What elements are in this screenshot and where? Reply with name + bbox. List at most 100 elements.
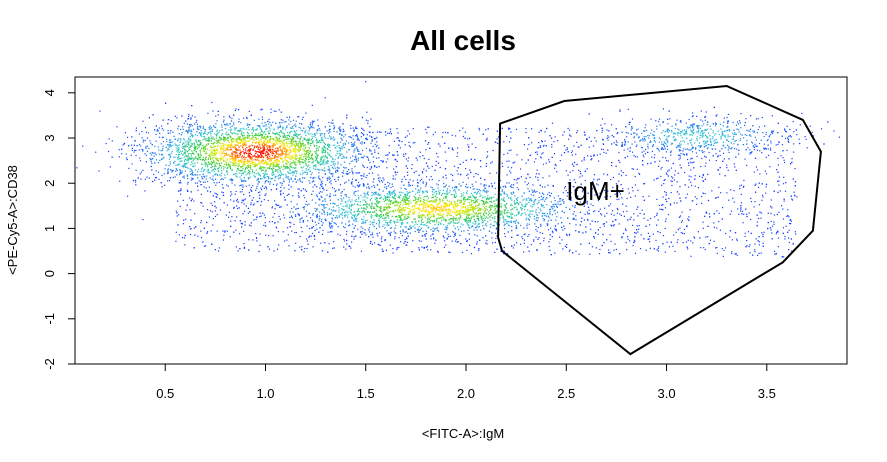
- data-point: [652, 233, 654, 235]
- data-point: [224, 231, 226, 233]
- data-point: [316, 228, 318, 230]
- data-point: [696, 136, 698, 138]
- data-point: [739, 133, 742, 135]
- data-point: [464, 211, 466, 213]
- data-point: [365, 119, 367, 121]
- data-point: [575, 219, 577, 221]
- data-point: [341, 208, 343, 210]
- data-point: [259, 174, 261, 176]
- data-point: [265, 170, 267, 172]
- data-point: [348, 197, 350, 199]
- data-point: [393, 222, 396, 224]
- data-point: [269, 221, 271, 223]
- data-point: [465, 216, 467, 218]
- data-point: [533, 203, 536, 205]
- data-point: [301, 161, 303, 163]
- data-point: [315, 164, 317, 166]
- data-point: [478, 209, 480, 211]
- data-point: [282, 144, 284, 146]
- data-point: [333, 194, 335, 196]
- data-point: [274, 133, 276, 135]
- data-point: [762, 196, 764, 198]
- data-point: [215, 151, 217, 154]
- data-point: [728, 140, 730, 142]
- data-point: [699, 132, 702, 134]
- data-point: [363, 185, 365, 187]
- data-point: [791, 250, 793, 252]
- data-point: [425, 233, 428, 235]
- data-point: [507, 224, 510, 226]
- data-point: [223, 137, 225, 139]
- data-point: [554, 200, 556, 202]
- data-point: [542, 163, 545, 165]
- data-point: [437, 224, 440, 226]
- data-point: [431, 233, 433, 236]
- data-point: [226, 163, 228, 165]
- data-point: [533, 161, 536, 163]
- data-point: [696, 115, 698, 117]
- data-point: [711, 143, 713, 145]
- data-point: [695, 148, 697, 150]
- data-point: [447, 233, 449, 235]
- data-point: [385, 154, 387, 156]
- data-point: [564, 245, 566, 247]
- data-point: [306, 173, 308, 175]
- data-point: [376, 213, 378, 215]
- data-point: [236, 198, 238, 200]
- data-point: [379, 201, 381, 203]
- data-point: [180, 157, 183, 159]
- data-point: [457, 213, 459, 215]
- data-point: [414, 204, 416, 206]
- data-point: [255, 233, 257, 235]
- data-point: [312, 214, 314, 216]
- data-point: [444, 151, 446, 153]
- data-point: [557, 195, 559, 197]
- data-point: [789, 222, 791, 225]
- data-point: [438, 213, 440, 215]
- data-point: [338, 207, 340, 209]
- data-point: [301, 158, 303, 160]
- data-point: [266, 147, 268, 149]
- data-point: [465, 238, 467, 240]
- data-point: [326, 157, 328, 160]
- data-point: [547, 220, 549, 222]
- data-point: [214, 215, 216, 218]
- data-point: [251, 169, 254, 171]
- data-point: [466, 249, 468, 251]
- data-point: [408, 205, 410, 207]
- data-point: [203, 186, 205, 188]
- data-point: [392, 210, 394, 212]
- data-point: [301, 145, 303, 147]
- data-point: [469, 204, 471, 206]
- data-point: [316, 138, 318, 141]
- data-point: [421, 214, 423, 216]
- data-point: [241, 169, 244, 171]
- data-point: [314, 229, 316, 232]
- data-point: [731, 251, 733, 253]
- data-point: [274, 170, 277, 172]
- data-point: [397, 221, 399, 223]
- data-point: [396, 128, 398, 130]
- data-point: [787, 209, 789, 211]
- data-point: [377, 243, 379, 245]
- data-point: [540, 157, 542, 159]
- data-point: [258, 138, 260, 140]
- data-point: [337, 233, 339, 235]
- data-point: [292, 195, 294, 197]
- data-point: [358, 150, 360, 152]
- data-point: [264, 222, 266, 224]
- data-point: [665, 151, 668, 153]
- data-point: [300, 129, 302, 132]
- data-point: [328, 153, 330, 155]
- data-point: [466, 210, 468, 212]
- data-point: [603, 189, 606, 191]
- data-point: [241, 180, 243, 182]
- data-point: [778, 184, 780, 186]
- data-point: [402, 222, 404, 224]
- data-point: [243, 148, 245, 150]
- data-point: [726, 192, 728, 194]
- data-point: [394, 236, 396, 238]
- data-point: [552, 208, 554, 210]
- data-point: [692, 123, 694, 125]
- data-point: [226, 184, 228, 186]
